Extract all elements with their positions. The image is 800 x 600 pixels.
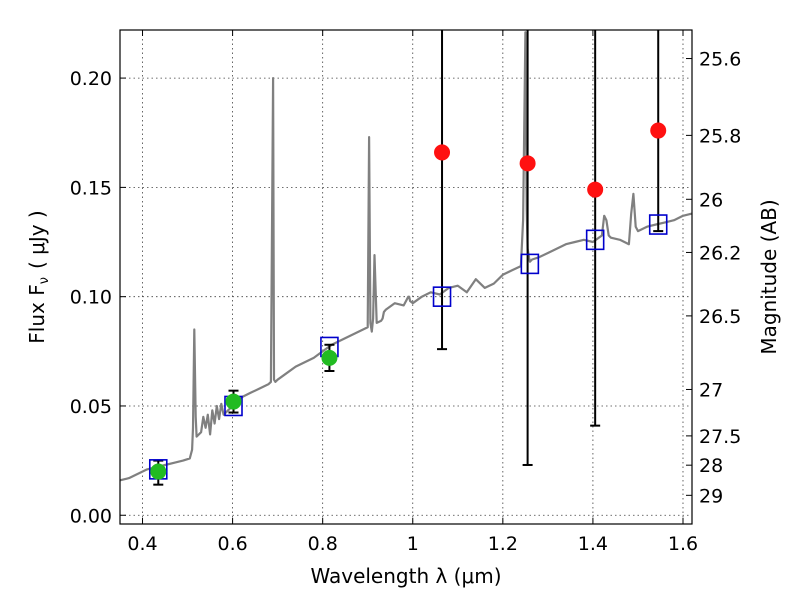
y-tick-label: 0.00: [70, 505, 112, 527]
right-tick-label: 27.5: [699, 426, 741, 448]
right-tick-label: 27: [699, 379, 723, 401]
upper-limit-point: [650, 122, 667, 139]
model-photometry-square: [585, 229, 605, 251]
x-axis-title: Wavelength λ (μm): [310, 564, 501, 588]
y-tick-label: 0.10: [70, 287, 112, 309]
spectrum-layer: [119, 31, 693, 482]
right-tick-label: 25.8: [699, 125, 741, 147]
right-tick-label: 29: [699, 485, 723, 507]
y-tick-label: 0.15: [70, 177, 112, 199]
right-tick-label: 26.5: [699, 306, 741, 328]
model-photometry-square: [432, 286, 452, 307]
detection-point: [321, 349, 338, 366]
spectrum-line: [119, 31, 693, 482]
detection-point: [225, 393, 242, 410]
x-tick-label: 0.6: [217, 533, 247, 555]
detection-point: [150, 463, 167, 480]
x-tick-label: 1.2: [488, 533, 518, 555]
upper-limit-point: [519, 155, 536, 172]
plot-frame: [119, 29, 693, 525]
right-tick-label: 26.2: [699, 242, 741, 264]
upper-limit-point: [434, 144, 451, 161]
errorbar-layer: [153, 30, 664, 486]
x-tick-label: 0.8: [308, 533, 338, 555]
right-tick-label: 28: [699, 455, 723, 477]
right-tick-label: 26: [699, 189, 723, 211]
marker-layer: [148, 122, 668, 480]
y-axis-title-subscript: ν: [37, 277, 52, 284]
x-tick-label: 1: [407, 533, 419, 555]
right-tick-label: 25.6: [699, 49, 741, 71]
y-tick-label: 0.05: [70, 396, 112, 418]
y-axis-title-left: Flux Fν ( μJy ): [25, 210, 52, 343]
x-tick-label: 0.4: [127, 533, 157, 555]
y-axis-title-flux: Flux F: [25, 284, 49, 343]
upper-limit-point: [587, 181, 604, 198]
x-tick-label: 1.6: [668, 533, 698, 555]
y-axis-title-right: Magnitude (AB): [757, 199, 781, 354]
axis-ticks: 0.4 0.6 0.8 1 1.2 1.4 1.6 0.00 0.05 0.10 0.15 0.20 2…: [70, 30, 741, 555]
model-photometry-square: [520, 253, 540, 275]
y-axis-title-unit: ( μJy ): [25, 210, 49, 269]
model-photometry-square: [648, 214, 668, 235]
grid-lines: [120, 30, 692, 524]
x-tick-label: 1.4: [578, 533, 608, 555]
y-tick-label: 0.20: [70, 68, 112, 90]
